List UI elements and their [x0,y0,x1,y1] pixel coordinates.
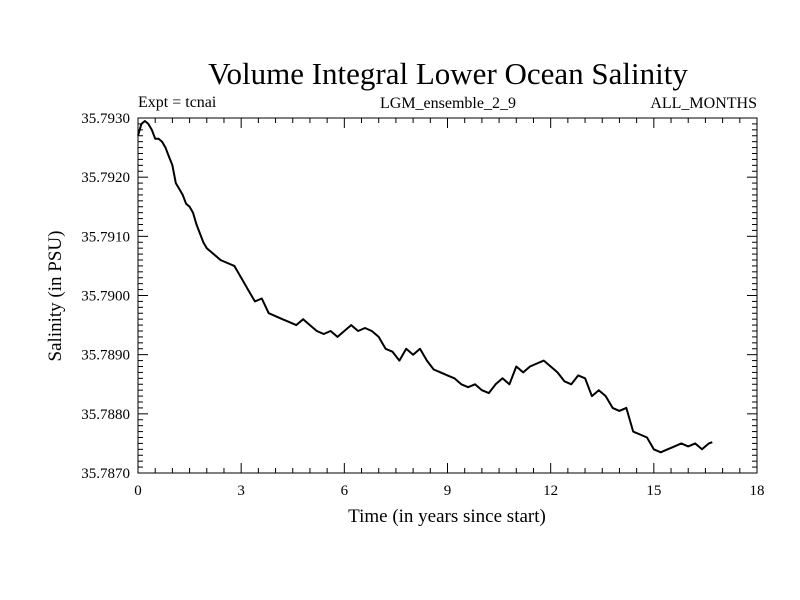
x-tick-label: 3 [237,483,245,499]
y-axis-label: Salinity (in PSU) [45,231,66,362]
y-tick-label: 35.7910 [81,229,130,245]
y-tick-label: 35.7920 [81,170,130,186]
chart-title: Volume Integral Lower Ocean Salinity [208,56,688,91]
y-tick-label: 35.7880 [81,407,130,423]
x-tick-label: 15 [646,483,661,499]
axis-ticks [137,117,758,474]
x-tick-label: 18 [750,483,765,499]
salinity-series-line [137,120,713,454]
plot-frame [137,117,758,474]
x-axis-label: Time (in years since start) [348,506,546,527]
x-tick-label: 12 [543,483,558,499]
x-tick-label: 0 [134,483,142,499]
subtitle-months: ALL_MONTHS [650,95,757,112]
y-tick-label: 35.7900 [81,289,130,305]
y-tick-label: 35.7930 [81,111,130,127]
axis-tick-labels: 0 3 6 9 12 15 18 35.7870 35.7880 35.7890 35.7900 35… [81,111,764,499]
x-tick-label: 6 [341,483,349,499]
y-tick-label: 35.7890 [81,348,130,364]
y-tick-label: 35.7870 [81,466,130,482]
subtitle-ensemble: LGM_ensemble_2_9 [380,95,516,112]
x-tick-label: 9 [444,483,452,499]
subtitle-experiment: Expt = tcnai [138,94,217,111]
